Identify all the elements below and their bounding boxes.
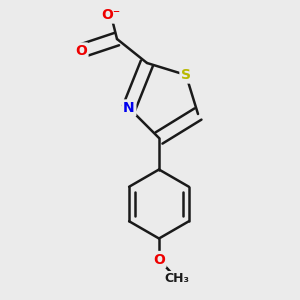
Text: O⁻: O⁻ xyxy=(101,8,121,22)
Text: O: O xyxy=(75,44,87,58)
Text: S: S xyxy=(181,68,191,82)
Text: N: N xyxy=(123,101,135,115)
Text: CH₃: CH₃ xyxy=(164,272,190,286)
Text: O: O xyxy=(153,253,165,266)
